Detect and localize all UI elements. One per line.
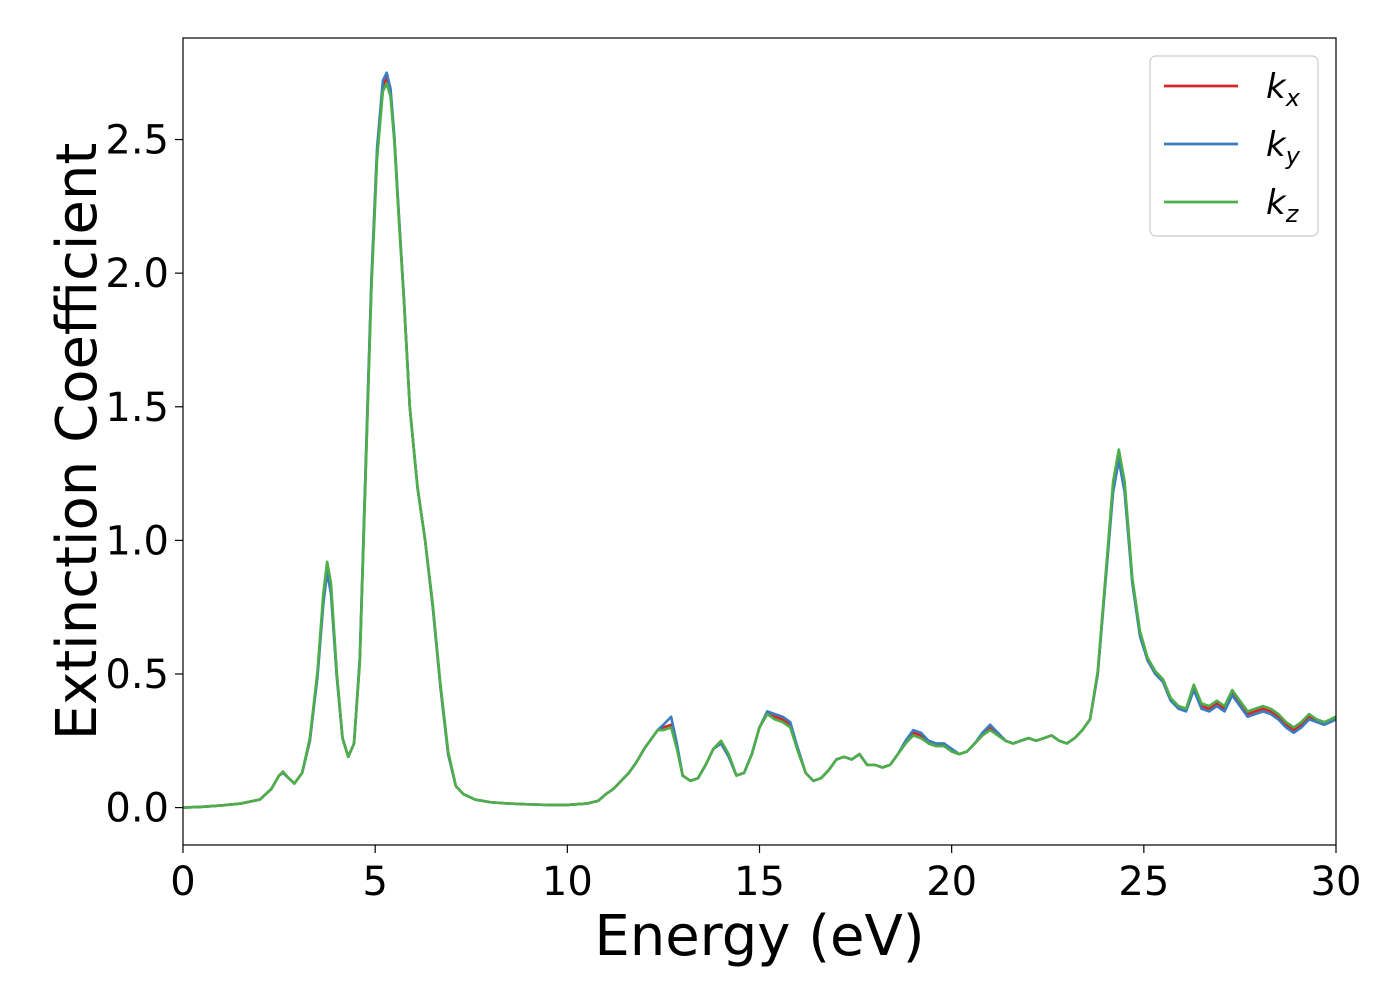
legend-label: kx (1266, 67, 1301, 112)
y-axis-title: Extinction Coefficient (45, 143, 110, 741)
y-tick-label: 2.5 (105, 118, 169, 164)
y-tick-label: 1.0 (105, 518, 169, 564)
series-line-z (183, 82, 1336, 809)
x-axis: 0 5 10 15 20 25 30 (170, 845, 1361, 905)
x-tick-label: 5 (362, 859, 387, 905)
x-axis-title: Energy (eV) (594, 904, 924, 969)
legend: kx ky kz (1149, 55, 1319, 237)
x-tick-label: 25 (1118, 859, 1169, 905)
x-tick-label: 10 (542, 859, 593, 905)
legend-box (1149, 55, 1319, 237)
y-tick-label: 0.5 (105, 652, 169, 698)
legend-label: ky (1266, 125, 1301, 170)
y-tick-label: 0.0 (105, 786, 169, 832)
legend-item-y: ky (1164, 125, 1301, 170)
y-axis: 0.0 0.5 1.0 1.5 2.0 2.5 (105, 118, 183, 832)
x-tick-label: 30 (1311, 859, 1362, 905)
y-tick-label: 1.5 (105, 385, 169, 431)
x-tick-label: 15 (734, 859, 785, 905)
legend-label: kz (1266, 183, 1300, 228)
y-tick-label: 2.0 (105, 251, 169, 297)
legend-item-x: kx (1164, 67, 1301, 112)
x-tick-label: 20 (926, 859, 977, 905)
x-tick-label: 0 (170, 859, 195, 905)
plot-area (183, 71, 1336, 809)
legend-item-z: kz (1164, 183, 1300, 228)
